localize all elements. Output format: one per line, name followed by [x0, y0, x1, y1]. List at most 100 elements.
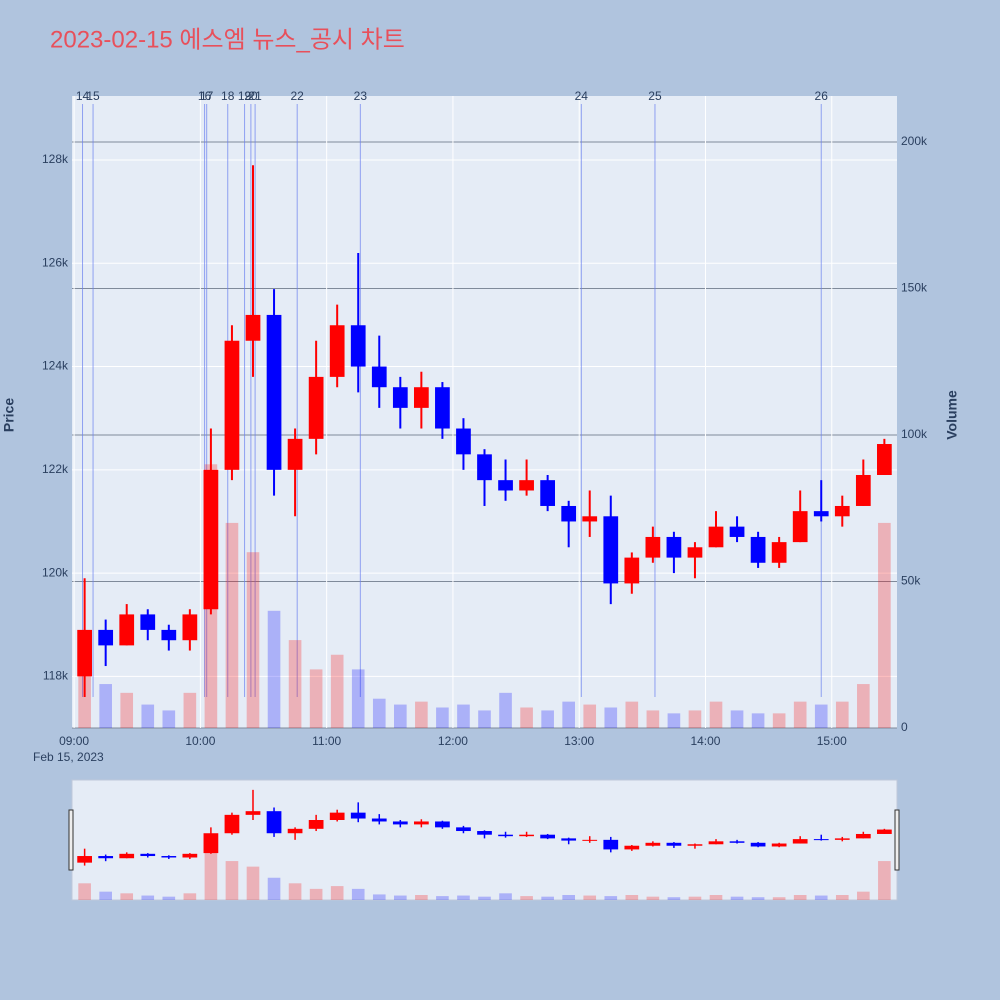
- y-tick-label: 128k: [42, 152, 69, 166]
- volume-bar: [246, 552, 260, 728]
- volume-bar: [878, 522, 891, 728]
- mini-candle-body: [729, 841, 745, 843]
- volume-bar: [478, 710, 491, 728]
- range-handle-right[interactable]: [894, 809, 900, 871]
- mini-volume-bar: [162, 896, 176, 900]
- volume-bar: [309, 669, 323, 728]
- volume-bar: [688, 710, 702, 728]
- mini-candle-body: [498, 834, 513, 837]
- mini-volume-bar: [541, 896, 554, 900]
- candle-body: [371, 366, 387, 388]
- mini-volume-bar: [267, 877, 281, 900]
- mini-volume-bar: [520, 896, 533, 900]
- mini-volume-bar: [120, 893, 134, 900]
- candle-body: [855, 474, 871, 506]
- x-date-label: Feb 15, 2023: [33, 750, 104, 764]
- volume-bar: [857, 684, 870, 728]
- volume-bar: [709, 701, 723, 728]
- mini-volume-bar: [478, 896, 491, 900]
- volume-bar: [267, 610, 281, 728]
- candle-body: [77, 629, 92, 677]
- mini-volume-bar: [857, 891, 870, 900]
- volume-bar: [646, 710, 660, 728]
- plot-area: [72, 96, 897, 728]
- volume-bar: [814, 704, 828, 728]
- news-label: 25: [648, 89, 662, 103]
- volume-bar: [730, 710, 744, 728]
- news-label: 18: [221, 89, 235, 103]
- volume-bar: [141, 704, 155, 728]
- mini-volume-bar: [688, 896, 702, 900]
- candle-body: [161, 629, 177, 641]
- news-label: 23: [354, 89, 368, 103]
- mini-candle-body: [687, 844, 703, 846]
- y-tick-label: 126k: [42, 255, 69, 269]
- volume-bar: [793, 701, 807, 728]
- range-handle-left[interactable]: [68, 809, 74, 871]
- volume-bar: [162, 710, 176, 728]
- mini-candle-body: [624, 845, 640, 850]
- volume-bar: [604, 707, 618, 728]
- mini-candle-body: [708, 841, 724, 845]
- volume-bar: [288, 640, 302, 728]
- range-slider[interactable]: [71, 779, 898, 901]
- volume-bar: [583, 704, 597, 728]
- mini-candle-body: [519, 834, 534, 837]
- x-tick-label: 11:00: [312, 734, 341, 748]
- y2-tick-label: 150k: [901, 281, 928, 295]
- volume-bar: [372, 698, 386, 728]
- mini-volume-bar: [330, 886, 344, 900]
- news-label: 16: [198, 89, 212, 103]
- candle-body: [98, 629, 114, 646]
- mini-candle-body: [540, 834, 556, 839]
- mini-volume-bar: [394, 895, 407, 900]
- mini-candle-body: [603, 839, 619, 850]
- mini-volume-bar: [793, 894, 807, 900]
- mini-candle-body: [435, 821, 450, 828]
- volume-bar: [751, 713, 765, 728]
- candle-body: [666, 536, 682, 558]
- mini-volume-bar: [225, 861, 239, 900]
- candle-body: [624, 557, 640, 584]
- volume-bar: [225, 522, 239, 728]
- candle-body: [329, 325, 345, 377]
- news-label: 17: [200, 89, 214, 103]
- volume-bar: [351, 669, 365, 728]
- mini-candle-body: [582, 839, 598, 841]
- news-label: 14: [76, 89, 90, 103]
- volume-bar: [415, 701, 428, 728]
- mini-candle-body: [140, 853, 156, 857]
- y-tick-label: 122k: [42, 462, 69, 476]
- volume-bar: [436, 707, 449, 728]
- candle-body: [750, 536, 766, 563]
- mini-candle-body: [561, 838, 577, 841]
- x-tick-label: 14:00: [690, 734, 720, 748]
- volume-bar: [457, 704, 470, 728]
- volume-bar: [667, 713, 681, 728]
- news-label: 24: [575, 89, 589, 103]
- candle-body: [708, 526, 724, 548]
- candle-body: [729, 526, 745, 537]
- mini-volume-bar: [372, 894, 386, 900]
- y-tick-label: 120k: [42, 565, 69, 579]
- candle-body: [182, 614, 198, 641]
- mini-candle-body: [771, 843, 787, 847]
- volume-bar: [541, 710, 554, 728]
- candle-body: [245, 314, 261, 341]
- mini-candle-body: [308, 820, 324, 829]
- candle-body: [519, 480, 534, 491]
- news-label: 15: [86, 89, 100, 103]
- candle-body: [645, 536, 661, 558]
- mini-candle-body: [477, 831, 492, 835]
- mini-candle-body: [203, 833, 219, 854]
- mini-candle-body: [666, 842, 682, 846]
- news-label: 20: [244, 89, 258, 103]
- candle-body: [498, 480, 513, 491]
- mini-volume-bar: [415, 894, 428, 900]
- mini-candle-body: [245, 811, 261, 815]
- mini-candle-body: [182, 853, 198, 858]
- mini-volume-bar: [667, 897, 681, 900]
- candle-body: [392, 387, 408, 408]
- candle-body: [119, 614, 135, 646]
- mini-candle-body: [392, 821, 408, 825]
